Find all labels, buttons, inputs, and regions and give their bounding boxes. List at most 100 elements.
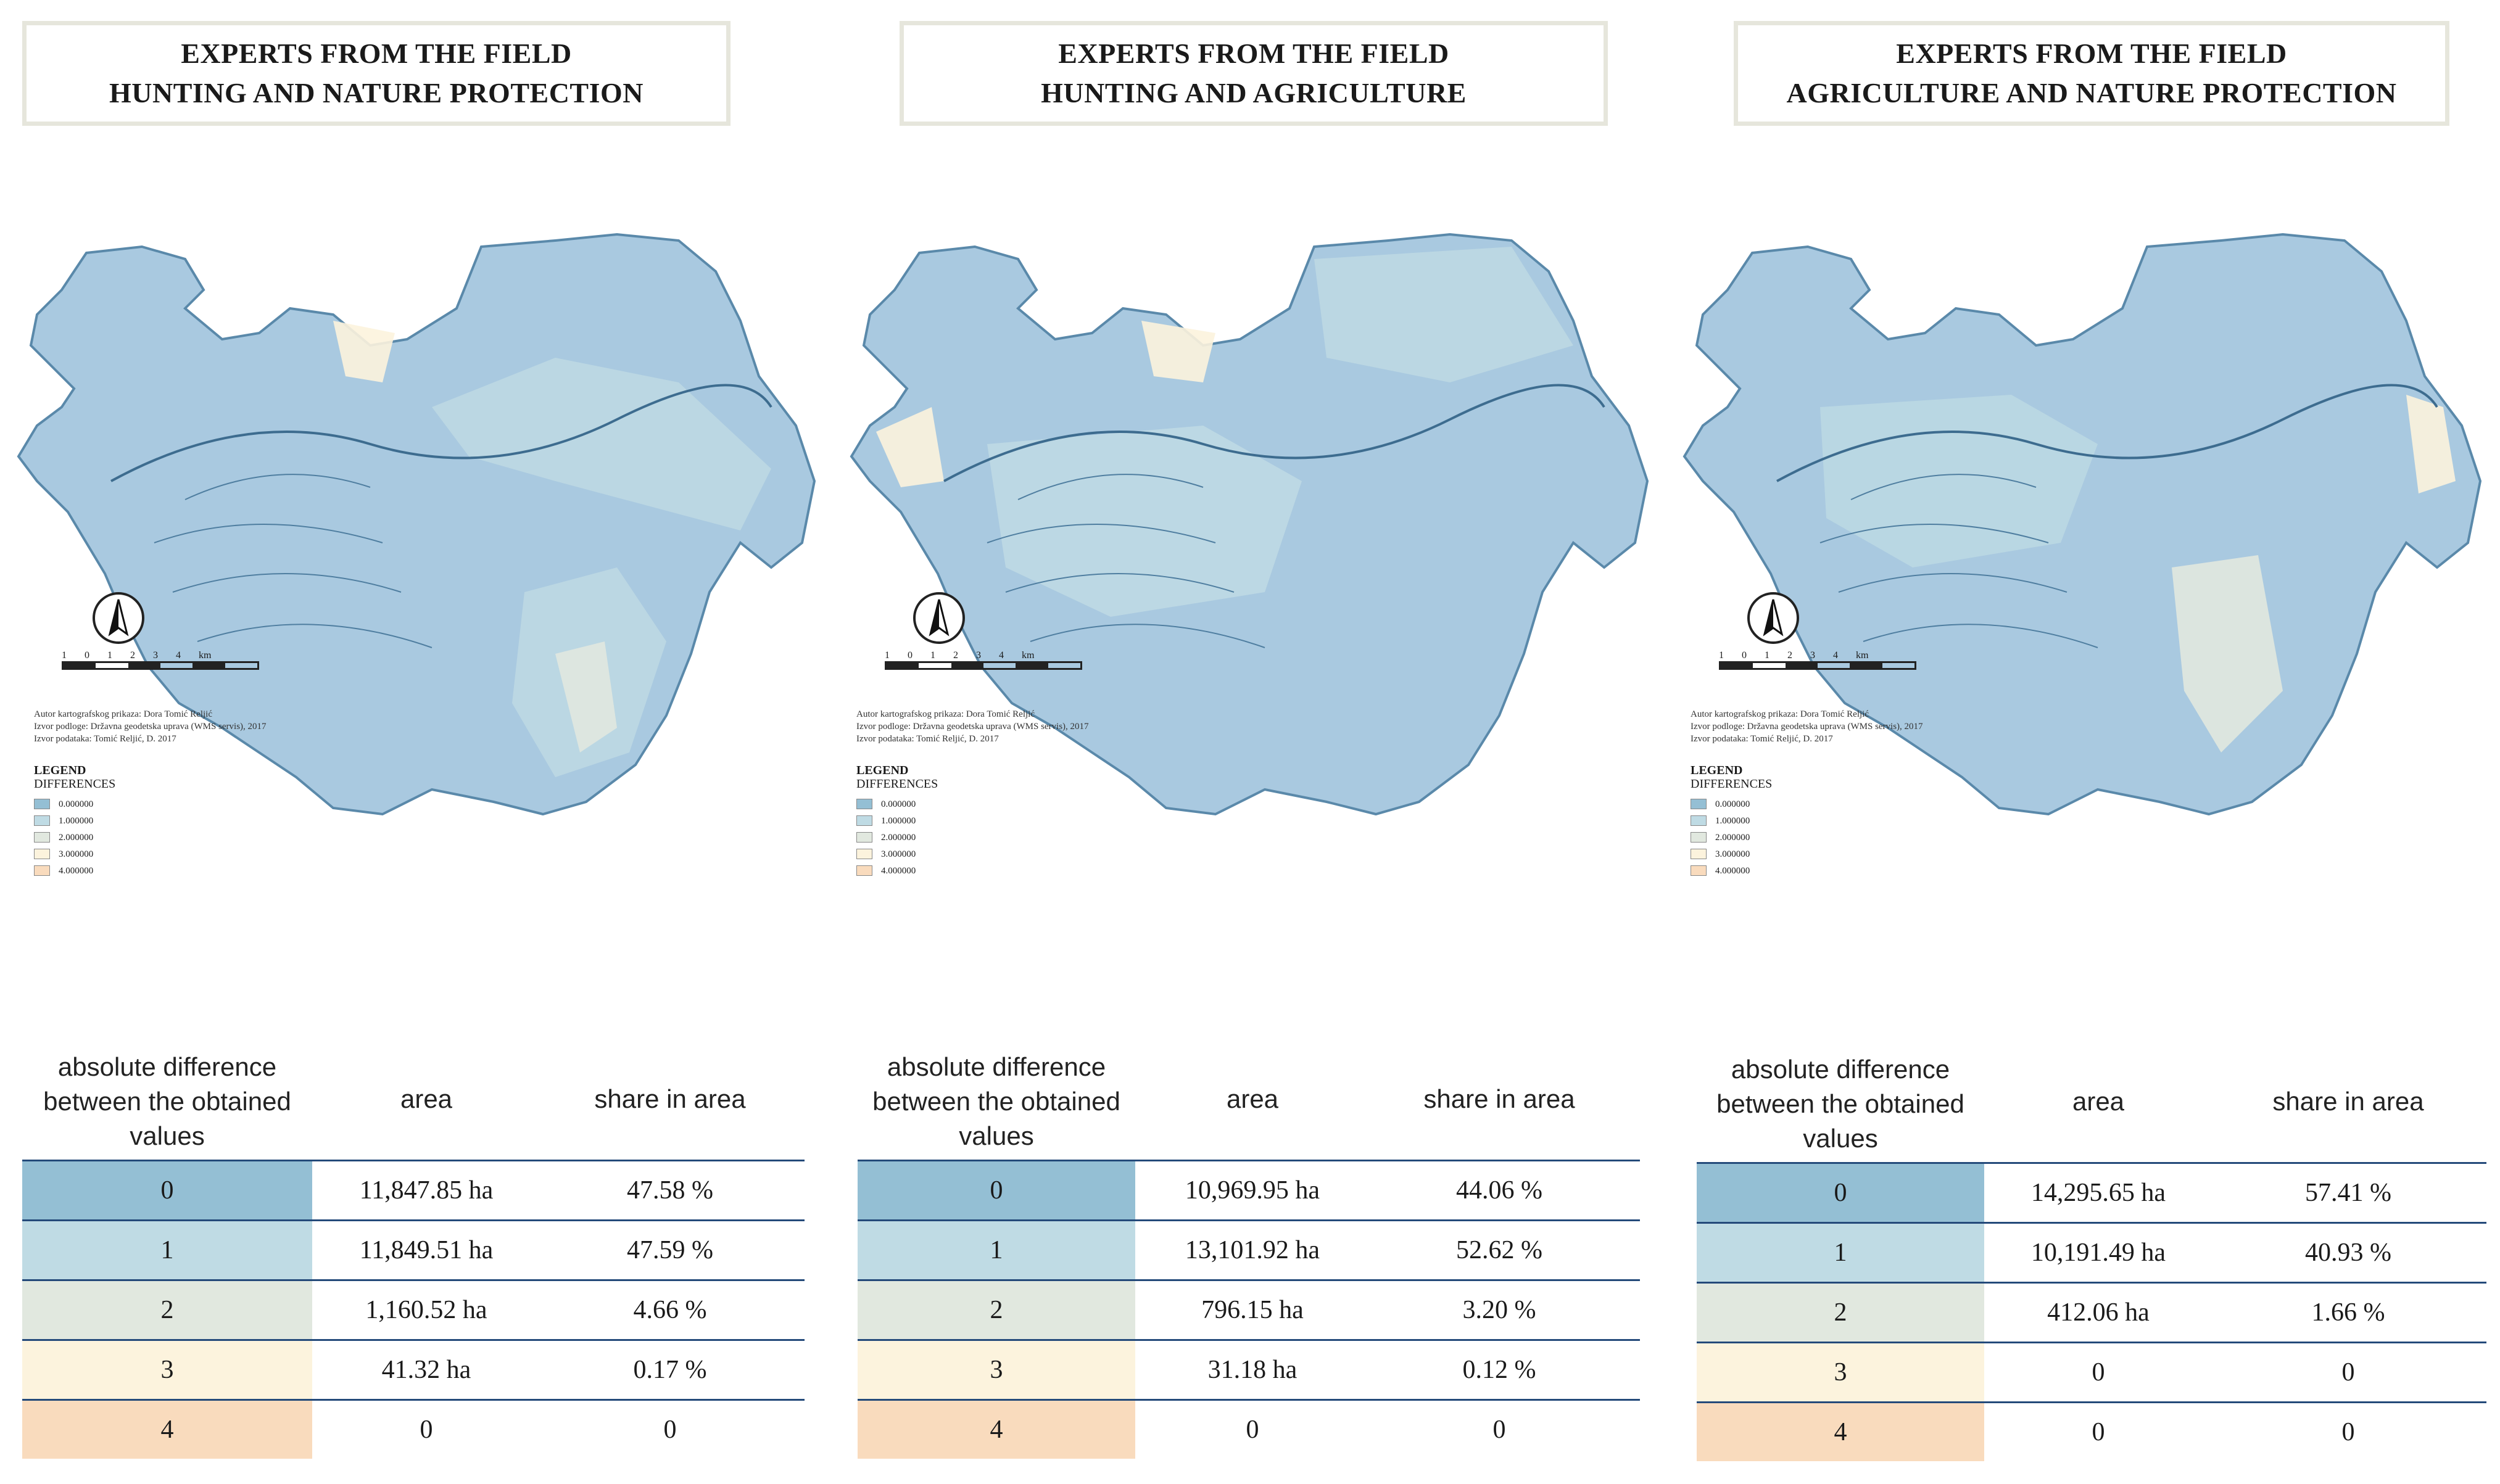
scale-tick: 4 <box>999 650 1004 661</box>
table-row: 0 14,295.65 ha 57.41 % <box>1697 1164 2486 1224</box>
cell-value: 3 <box>858 1341 1135 1399</box>
cell-share: 40.93 % <box>2305 1239 2391 1267</box>
map-zone-class3 <box>2406 395 2456 493</box>
legend-swatch <box>856 815 872 826</box>
scale-tick: 0 <box>908 650 913 661</box>
legend-item: 2.000000 <box>34 829 115 846</box>
table-row: 4 0 0 <box>858 1401 1640 1461</box>
table-row: 3 41.32 ha 0.17 % <box>22 1341 805 1401</box>
cell-value: 0 <box>858 1161 1135 1219</box>
panel-title: EXPERTS FROM THE FIELD HUNTING AND NATUR… <box>22 21 731 126</box>
scale-unit: km <box>1022 650 1035 661</box>
panel-agriculture-nature: EXPERTS FROM THE FIELD AGRICULTURE AND N… <box>1666 0 2500 1484</box>
cell-share: 44.06 % <box>1456 1176 1542 1205</box>
map-river <box>110 384 772 482</box>
difference-map <box>1683 233 2482 816</box>
cell-share: 0 <box>663 1416 677 1444</box>
scale-tick: 1 <box>885 650 890 661</box>
map-river <box>1776 384 2438 482</box>
cell-area: 10,191.49 ha <box>2030 1239 2166 1267</box>
cell-value: 2 <box>22 1281 312 1339</box>
table-row: 2 796.15 ha 3.20 % <box>858 1281 1640 1341</box>
cell-value: 2 <box>1697 1284 1984 1342</box>
cell-area: 41.32 ha <box>381 1356 471 1384</box>
cell-area: 13,101.92 ha <box>1185 1236 1320 1264</box>
scale-bar: 1 0 1 2 3 4 km <box>62 650 259 670</box>
legend-item: 0.000000 <box>856 796 938 812</box>
north-arrow <box>1747 592 1799 644</box>
table-row: 2 412.06 ha 1.66 % <box>1697 1284 2486 1343</box>
scale-tick: 1 <box>62 650 67 661</box>
legend-swatch <box>856 865 872 876</box>
cell-area: 10,969.95 ha <box>1185 1176 1320 1205</box>
legend-item: 1.000000 <box>34 812 115 829</box>
title-line-1: EXPERTS FROM THE FIELD <box>1058 38 1449 69</box>
legend-title: LEGEND <box>1691 764 1743 777</box>
cell-value: 4 <box>1697 1403 1984 1461</box>
col-header-difference: absolute difference between the obtained… <box>872 1052 1120 1150</box>
map-roads <box>1819 474 2098 648</box>
scale-tick: 1 <box>930 650 935 661</box>
map-credits: Autor kartografskog prikaza: Dora Tomić … <box>1691 709 1923 744</box>
cell-share: 0.12 % <box>1462 1356 1536 1384</box>
legend-item: 3.000000 <box>856 846 938 862</box>
cell-value: 3 <box>22 1341 312 1399</box>
scale-tick: 2 <box>1787 650 1792 661</box>
col-header-difference: absolute difference between the obtained… <box>1716 1055 1964 1153</box>
cell-share: 0 <box>1492 1416 1506 1444</box>
cell-area: 0 <box>2092 1418 2105 1446</box>
table-row: 0 10,969.95 ha 44.06 % <box>858 1161 1640 1221</box>
title-line-2: AGRICULTURE AND NATURE PROTECTION <box>1786 77 2397 109</box>
cell-value: 2 <box>858 1281 1135 1339</box>
cell-value: 0 <box>22 1161 312 1219</box>
legend-item: 4.000000 <box>1691 862 1772 879</box>
scale-tick: 1 <box>107 650 112 661</box>
legend-title: LEGEND <box>856 764 909 777</box>
legend-item: 2.000000 <box>1691 829 1772 846</box>
table-row: 2 1,160.52 ha 4.66 % <box>22 1281 805 1341</box>
scale-tick: 0 <box>85 650 89 661</box>
title-line-2: HUNTING AND AGRICULTURE <box>1041 77 1467 109</box>
north-arrow <box>913 592 965 644</box>
scale-tick: 1 <box>1719 650 1724 661</box>
cell-share: 47.58 % <box>627 1176 713 1205</box>
cell-share: 0 <box>2341 1358 2355 1387</box>
table-row: 4 0 0 <box>22 1401 805 1461</box>
map-zone-class3 <box>333 321 395 382</box>
cell-value: 1 <box>858 1221 1135 1279</box>
cell-value: 4 <box>858 1401 1135 1459</box>
table-row: 1 10,191.49 ha 40.93 % <box>1697 1224 2486 1284</box>
table-row: 1 11,849.51 ha 47.59 % <box>22 1221 805 1281</box>
legend-swatch <box>1691 849 1707 859</box>
col-header-share: share in area <box>594 1084 746 1113</box>
legend-swatch <box>34 865 50 876</box>
scale-unit: km <box>1856 650 1869 661</box>
legend-subtitle: DIFFERENCES <box>856 777 938 791</box>
cell-value: 1 <box>22 1221 312 1279</box>
cell-share: 4.66 % <box>633 1296 707 1324</box>
scale-tick: 1 <box>1765 650 1769 661</box>
legend-item: 3.000000 <box>1691 846 1772 862</box>
legend-item: 3.000000 <box>34 846 115 862</box>
legend-swatch <box>856 799 872 809</box>
table-top-rule <box>1697 1162 2486 1164</box>
map-zone-class1 <box>432 358 771 530</box>
cell-value: 4 <box>22 1401 312 1459</box>
col-header-area: area <box>400 1084 453 1113</box>
col-header-difference: absolute difference between the obtained… <box>43 1052 291 1150</box>
table-row: 3 0 0 <box>1697 1343 2486 1403</box>
legend-swatch <box>1691 865 1707 876</box>
legend-item: 4.000000 <box>856 862 938 879</box>
legend-swatch <box>856 832 872 843</box>
map-roads <box>154 474 433 648</box>
panel-hunting-nature: EXPERTS FROM THE FIELD HUNTING AND NATUR… <box>0 0 827 1484</box>
cell-share: 0.17 % <box>633 1356 707 1384</box>
legend-swatch <box>1691 815 1707 826</box>
legend-swatch <box>34 815 50 826</box>
table-row: 1 13,101.92 ha 52.62 % <box>858 1221 1640 1281</box>
cell-area: 796.15 ha <box>1201 1296 1304 1324</box>
table-row: 4 0 0 <box>1697 1403 2486 1463</box>
col-header-share: share in area <box>2272 1087 2424 1116</box>
map-legend: LEGEND DIFFERENCES 0.000000 1.000000 2.0… <box>34 764 115 879</box>
cell-share: 52.62 % <box>1456 1236 1542 1264</box>
